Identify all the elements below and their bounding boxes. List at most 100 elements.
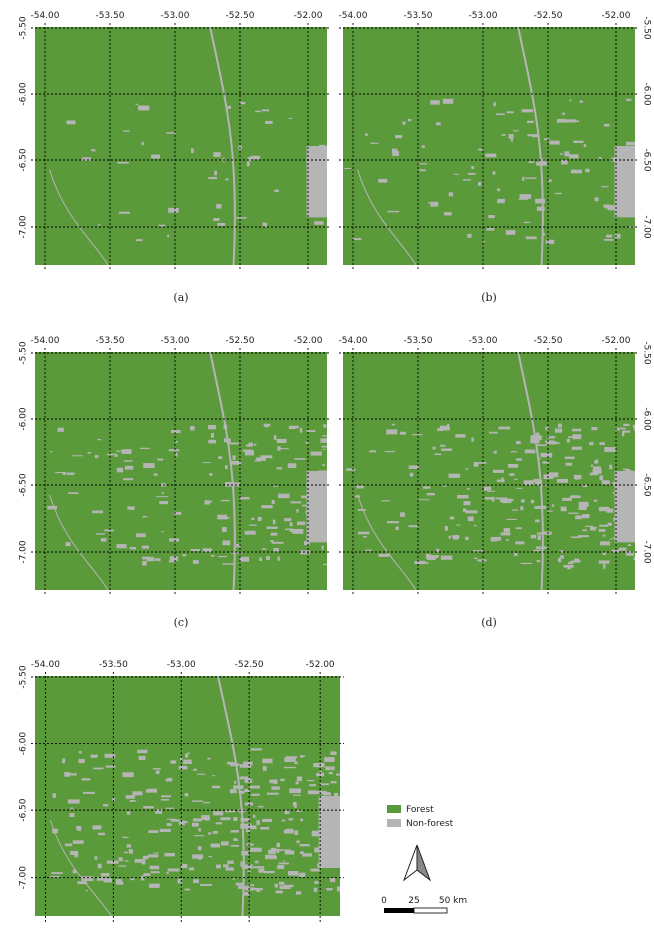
non-forest-patch: [136, 533, 146, 537]
non-forest-patch: [169, 538, 179, 541]
non-forest-patch: [64, 772, 70, 777]
non-forest-patch: [562, 113, 565, 115]
lon-label: -52.50: [225, 11, 254, 21]
non-forest-patch: [224, 438, 231, 442]
non-forest-patch: [623, 424, 629, 426]
non-forest-patch: [412, 434, 422, 435]
non-forest-patch: [608, 523, 612, 526]
non-forest-patch: [73, 870, 77, 874]
non-forest-patch: [276, 891, 283, 894]
lon-label: -53.50: [403, 11, 432, 21]
non-forest-patch: [127, 811, 130, 815]
lon-label: -54.00: [31, 660, 60, 670]
non-forest-patch: [130, 878, 134, 880]
non-forest-patch: [155, 558, 161, 561]
non-forest-patch: [489, 432, 498, 434]
non-forest-patch: [288, 463, 297, 468]
non-forest-patch: [211, 433, 214, 438]
non-forest-patch: [457, 495, 468, 499]
non-forest-patch: [527, 121, 534, 123]
non-forest-patch: [153, 853, 158, 854]
non-forest-patch: [463, 501, 470, 505]
non-forest-patch: [227, 861, 233, 864]
non-forest-patch: [595, 197, 599, 201]
non-forest-patch: [387, 211, 399, 212]
non-forest-patch: [148, 789, 156, 792]
scale-label: 50 km: [439, 896, 467, 906]
non-forest-patch: [143, 806, 154, 808]
non-forest-patch: [58, 428, 64, 432]
non-forest-patch: [62, 758, 65, 763]
non-forest-patch: [296, 509, 298, 512]
non-forest-patch: [322, 464, 325, 466]
non-forest-patch: [217, 223, 225, 226]
non-forest-patch: [555, 429, 562, 433]
non-forest-patch: [440, 445, 445, 447]
non-forest-patch: [132, 791, 142, 795]
non-forest-patch: [521, 563, 533, 564]
non-forest-patch: [495, 497, 506, 499]
non-forest-patch: [290, 528, 292, 532]
non-forest-patch: [594, 461, 597, 464]
non-forest-patch: [546, 240, 554, 244]
non-forest-patch: [135, 104, 138, 105]
non-forest-patch: [516, 527, 522, 529]
non-forest-patch: [571, 560, 581, 562]
non-forest-patch: [543, 474, 553, 479]
non-forest-patch: [501, 532, 511, 535]
non-forest-patch: [326, 888, 332, 890]
non-forest-patch: [119, 857, 123, 861]
lon-label: -53.50: [99, 660, 128, 670]
non-forest-patch: [223, 425, 227, 429]
non-forest-patch: [77, 881, 87, 884]
non-forest-patch: [166, 808, 174, 809]
lon-label: -54.00: [338, 11, 367, 21]
non-forest-patch: [519, 198, 529, 199]
non-forest-patch: [589, 442, 593, 445]
non-forest-patch: [222, 540, 230, 545]
non-forest-patch: [294, 458, 305, 460]
non-forest-patch: [395, 135, 402, 138]
map-panel: -54.00-53.50-53.00-52.50-52.00-5.50-6.00…: [338, 11, 651, 304]
non-forest-patch: [91, 149, 95, 151]
non-forest-patch: [547, 440, 551, 444]
non-forest-patch: [266, 556, 270, 560]
non-forest-patch: [506, 230, 516, 235]
non-forest-patch: [272, 500, 275, 504]
non-forest-patch: [582, 529, 587, 531]
non-forest-patch: [284, 518, 291, 521]
non-forest-patch: [400, 432, 406, 435]
non-forest-patch: [290, 501, 301, 503]
non-forest-patch: [236, 883, 244, 886]
non-forest-patch: [408, 119, 411, 121]
non-forest-patch: [324, 757, 335, 762]
non-forest-patch: [143, 873, 150, 876]
non-forest-patch: [591, 465, 593, 467]
non-forest-patch: [323, 564, 328, 565]
non-forest-patch: [285, 810, 290, 814]
non-forest-patch: [392, 149, 397, 154]
non-forest-patch: [230, 789, 237, 793]
non-forest-patch: [311, 452, 322, 456]
non-forest-patch: [247, 161, 250, 166]
non-forest-patch: [260, 455, 272, 458]
lon-label: -53.00: [160, 336, 189, 346]
non-forest-patch: [251, 794, 259, 796]
non-forest-patch: [634, 557, 641, 560]
lon-label: -54.00: [30, 336, 59, 346]
non-forest-patch: [183, 763, 192, 764]
non-forest-patch: [241, 851, 248, 855]
non-forest-patch: [493, 171, 496, 174]
lon-label: -52.50: [533, 11, 562, 21]
non-forest-patch: [143, 856, 149, 859]
non-forest-patch: [504, 528, 510, 532]
lat-label: -6.50: [19, 798, 29, 822]
non-forest-patch: [572, 429, 581, 432]
non-forest-patch: [483, 241, 485, 242]
non-forest-patch: [620, 428, 625, 430]
non-forest-patch: [356, 486, 363, 489]
non-forest-patch: [160, 829, 171, 832]
non-forest-patch: [537, 207, 545, 211]
non-forest-patch: [124, 460, 133, 461]
non-forest-patch: [170, 760, 176, 763]
